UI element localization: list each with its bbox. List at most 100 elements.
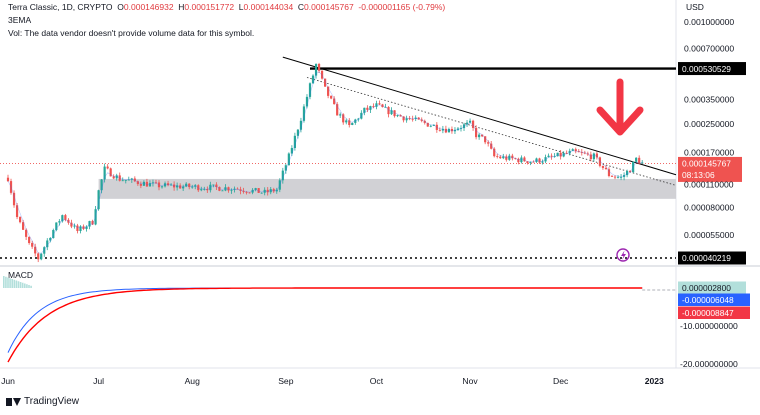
- macd-histogram-bar: [7, 277, 9, 288]
- candle-body: [55, 222, 58, 231]
- high-value: 0.000151772: [184, 2, 235, 12]
- candle-body: [40, 253, 43, 260]
- macd-line[interactable]: [7, 287, 643, 353]
- candle-body: [191, 186, 194, 188]
- candle-body: [290, 148, 293, 154]
- candle-body: [547, 155, 550, 158]
- tradingview-footer[interactable]: TradingView: [6, 396, 79, 407]
- candle-body: [559, 152, 562, 157]
- candle-body: [185, 183, 188, 187]
- macd-value-label: 0.000002800: [682, 283, 731, 293]
- candle-body: [502, 156, 505, 159]
- time-tick-label: Sep: [278, 376, 294, 386]
- macd-value-box: [678, 293, 750, 306]
- candle-body: [499, 156, 502, 159]
- candle-body: [553, 156, 556, 158]
- candle-body: [610, 176, 614, 177]
- candle-body: [43, 247, 46, 254]
- candle-body: [529, 161, 532, 163]
- change-value: -0.000001165 (-0.79%): [358, 2, 446, 12]
- candle-body: [260, 192, 263, 194]
- candle-body: [218, 186, 221, 191]
- candle-body: [157, 182, 161, 188]
- macd-histogram-bar: [5, 276, 7, 288]
- candle-body: [366, 107, 369, 110]
- time-tick-label: Jul: [93, 376, 104, 386]
- price-axis[interactable]: 0.001000000 0.000700000 0.000530529 0.00035…: [678, 17, 750, 369]
- lightning-icon[interactable]: [616, 248, 630, 262]
- candle-body: [508, 155, 511, 160]
- candle-body: [357, 118, 360, 120]
- volume-note: Vol: The data vendor doesn't provide vol…: [8, 28, 255, 38]
- candle-body: [299, 120, 303, 130]
- candle-body: [372, 106, 375, 107]
- ema-legend[interactable]: 3EMA: [8, 15, 32, 25]
- down-arrow-icon: [596, 78, 644, 136]
- candle-body: [481, 134, 484, 137]
- candle-body: [327, 86, 330, 96]
- candle-body: [589, 154, 592, 160]
- candle-body: [142, 181, 145, 186]
- candle-body: [278, 180, 281, 190]
- signal-line[interactable]: [7, 287, 643, 363]
- candle-body: [197, 185, 200, 191]
- candle-body: [345, 120, 348, 123]
- price-tick-label: 0.000055000: [684, 230, 734, 240]
- candle-body: [139, 184, 142, 186]
- macd-legend[interactable]: MACD: [8, 270, 34, 280]
- candle-body: [411, 118, 414, 120]
- candle-body: [106, 166, 109, 169]
- candle-body: [487, 142, 490, 144]
- candle-body: [598, 157, 602, 166]
- support-zone[interactable]: [98, 178, 677, 199]
- candle-body: [384, 106, 387, 108]
- candle-body: [88, 221, 91, 227]
- candle-body: [311, 75, 315, 84]
- candle-body: [571, 149, 574, 151]
- candle-body: [176, 185, 179, 188]
- level-price-label: 0.000530529: [682, 64, 731, 74]
- currency-label: USD: [686, 2, 704, 12]
- candle-body: [127, 179, 130, 181]
- candle-body: [25, 229, 28, 237]
- time-axis[interactable]: Jun Jul Aug Sep Oct Nov Dec 2023: [1, 376, 664, 386]
- candle-body: [67, 219, 70, 223]
- candle-body: [505, 156, 508, 160]
- candle-body: [112, 176, 115, 179]
- candle-body: [34, 246, 37, 254]
- channel-line[interactable]: [306, 77, 677, 186]
- candle-body: [478, 134, 481, 138]
- ema-line[interactable]: [7, 71, 643, 254]
- candle-body: [130, 178, 133, 180]
- candle-body: [302, 106, 306, 121]
- macd-histogram-bar: [9, 278, 11, 288]
- descending-trendline[interactable]: [282, 56, 677, 176]
- candle-body: [471, 120, 475, 128]
- candle-body: [281, 170, 284, 181]
- candle-body: [212, 184, 215, 186]
- macd-histogram-bar: [28, 285, 30, 288]
- candle-body: [396, 115, 399, 117]
- candle-body: [203, 188, 206, 190]
- candle-body: [574, 149, 577, 152]
- price-tick-label: 0.000250000: [684, 119, 734, 129]
- candle-body: [580, 152, 583, 153]
- candle-body: [354, 119, 357, 123]
- candle-body: [447, 128, 451, 133]
- candle-body: [408, 118, 411, 120]
- candle-body: [604, 167, 608, 170]
- macd-histogram-bar: [13, 279, 16, 288]
- candle-body: [272, 189, 275, 192]
- macd-histogram-bar: [24, 283, 26, 288]
- candle-body: [12, 192, 16, 206]
- candle-body: [453, 129, 457, 132]
- macd-tick-label: -20.000000000: [680, 359, 738, 369]
- candle-body: [37, 253, 40, 260]
- candle-body: [586, 153, 589, 155]
- last-price-box: [678, 156, 742, 182]
- price-tick-label: 0.000080000: [684, 203, 734, 213]
- candle-body: [405, 118, 408, 121]
- candle-body: [109, 168, 112, 177]
- candle-body: [79, 226, 82, 232]
